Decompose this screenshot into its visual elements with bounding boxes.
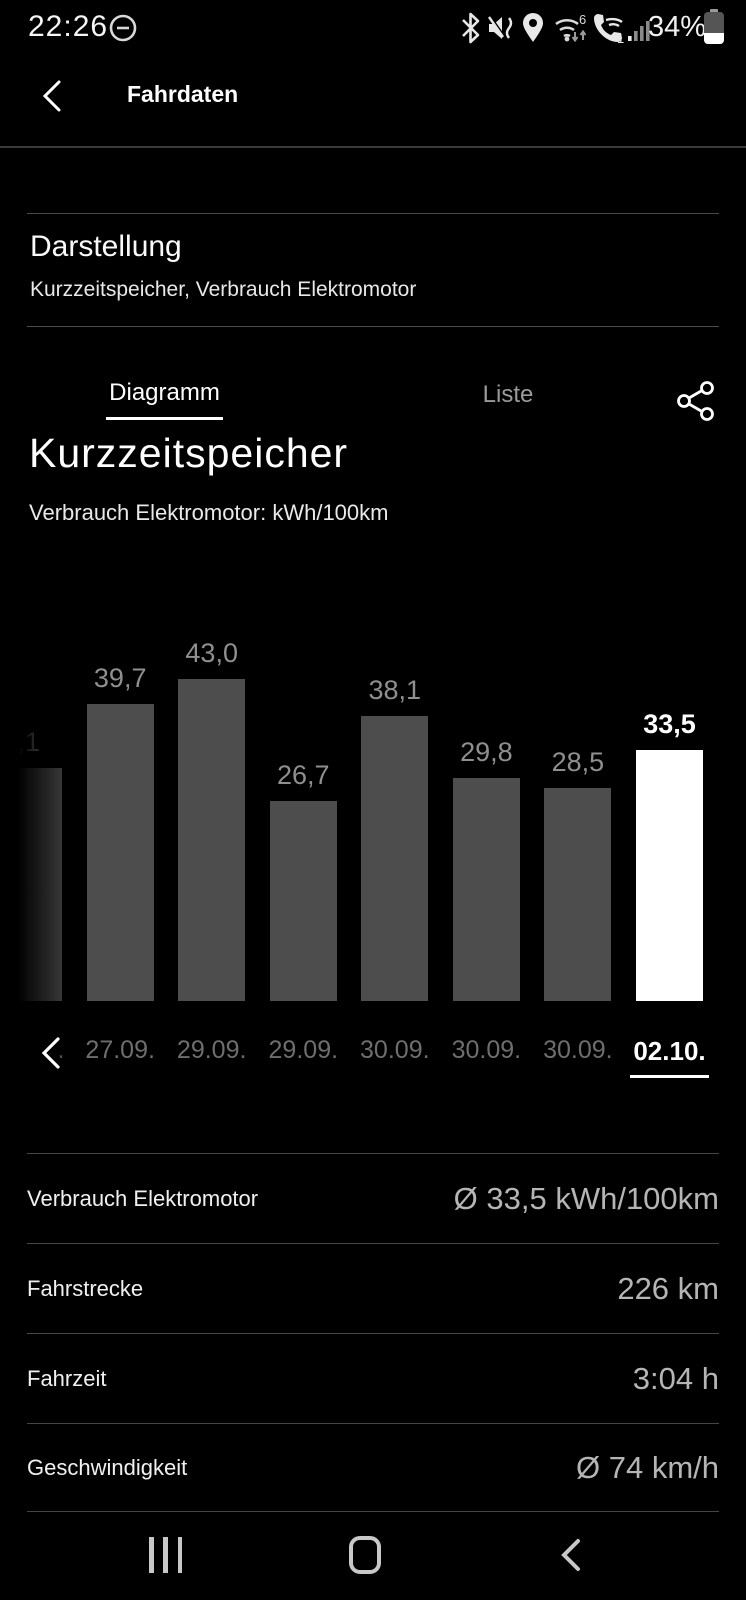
x-axis-label[interactable]: 30.09. (360, 1036, 430, 1064)
bar-value-label: 28,5 (551, 747, 605, 777)
x-axis-label[interactable]: 29.09. (176, 1036, 247, 1064)
header-divider (0, 146, 746, 148)
back-icon[interactable] (40, 80, 64, 112)
stat-value: Ø 33,5 kWh/100km (453, 1180, 719, 1216)
svg-text:1: 1 (617, 31, 624, 46)
bar-value-label: 26,7 (277, 760, 330, 790)
chart-bar[interactable] (452, 778, 520, 1001)
chart-left-fade (0, 580, 80, 1090)
stat-label: Fahrzeit (27, 1365, 107, 1391)
nav-home-button[interactable] (349, 1536, 381, 1574)
bar-chart: 33,528,529,838,126,743,039,7,1 .27.09.29… (0, 580, 746, 1090)
stat-value: 3:04 h (632, 1360, 719, 1396)
x-axis-label[interactable]: 29.09. (268, 1036, 339, 1064)
x-axis-label[interactable]: 30.09. (543, 1036, 613, 1064)
do-not-disturb-icon (109, 14, 137, 42)
bar-value-label: 33,5 (643, 709, 696, 739)
x-axis-label[interactable]: 02.10. (633, 1036, 706, 1066)
recents-icon (149, 1537, 154, 1573)
tab-diagramm[interactable]: Diagramm (109, 379, 220, 406)
bar-value-label: 39,7 (93, 663, 147, 693)
sound-muted-icon (488, 16, 513, 39)
tab-liste[interactable]: Liste (482, 381, 534, 408)
stat-row-fahrzeit: Fahrzeit 3:04 h (27, 1333, 719, 1423)
status-time: 22:26 (28, 10, 109, 43)
nav-recents-button[interactable] (149, 1537, 182, 1573)
stat-label: Fahrstrecke (27, 1275, 144, 1301)
stat-row-fahrstrecke: Fahrstrecke 226 km (27, 1243, 719, 1333)
stat-value: Ø 74 km/h (576, 1449, 719, 1485)
bar-value-label: 38,1 (368, 675, 422, 705)
stat-label: Verbrauch Elektromotor (27, 1185, 259, 1211)
bar-value-label: 29,8 (460, 737, 513, 767)
location-icon (523, 13, 543, 42)
display-section-title[interactable]: Darstellung (30, 230, 182, 263)
x-axis-label[interactable]: 27.09. (85, 1036, 155, 1064)
chart-title: Kurzzeitspeicher (29, 430, 349, 476)
chart-bar[interactable] (269, 801, 337, 1001)
svg-text:6: 6 (579, 12, 586, 27)
recents-icon (177, 1537, 182, 1573)
bluetooth-icon (462, 12, 480, 44)
chart-bar[interactable] (178, 679, 246, 1001)
x-axis-label[interactable]: 30.09. (451, 1036, 522, 1064)
wifi-6-icon: 6 (555, 12, 587, 43)
chart-bar[interactable] (361, 716, 429, 1001)
section-divider (27, 213, 719, 214)
selected-date-underline (630, 1075, 709, 1078)
tab-diagramm-active-underline (106, 417, 223, 420)
wifi-calling-icon: 1 (594, 14, 624, 46)
page-title: Fahrdaten (127, 81, 239, 107)
chart-bar[interactable] (86, 704, 154, 1001)
nav-back-button[interactable] (556, 1538, 584, 1572)
bar-value-label: 43,0 (185, 638, 238, 668)
chart-bar[interactable] (544, 788, 612, 1001)
section-divider (27, 326, 719, 327)
battery-percent: 34% (648, 11, 707, 43)
stats-list: Verbrauch Elektromotor Ø 33,5 kWh/100km … (27, 1153, 719, 1512)
chart-previous-icon[interactable] (36, 1035, 66, 1071)
share-icon[interactable] (676, 381, 716, 421)
stat-row-geschwindigkeit: Geschwindigkeit Ø 74 km/h (27, 1423, 719, 1512)
stat-value: 226 km (617, 1270, 719, 1306)
recents-icon (163, 1537, 168, 1573)
stat-label: Geschwindigkeit (27, 1454, 188, 1480)
chart-bar[interactable] (636, 750, 703, 1001)
battery-icon (704, 9, 724, 44)
stat-row-verbrauch: Verbrauch Elektromotor Ø 33,5 kWh/100km (27, 1153, 719, 1243)
signal-strength-icon (628, 21, 650, 41)
chart-subtitle: Verbrauch Elektromotor: kWh/100km (29, 500, 389, 525)
display-section-subtitle[interactable]: Kurzzeitspeicher, Verbrauch Elektromotor (30, 278, 417, 301)
